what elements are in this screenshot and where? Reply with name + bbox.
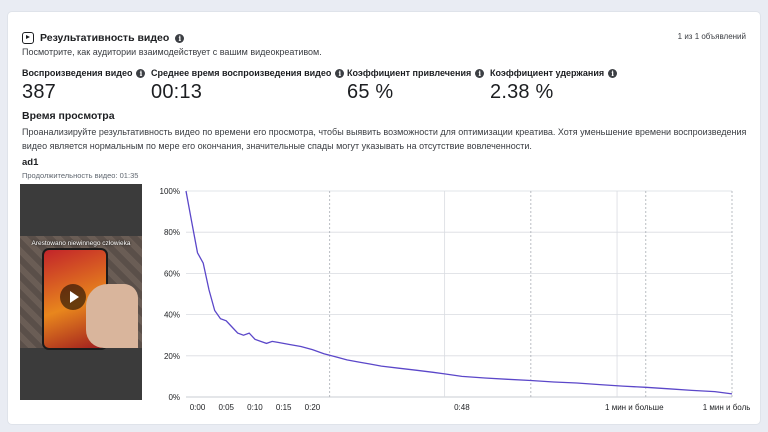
data-point[interactable]	[219, 318, 221, 320]
metric-label: Воспроизведения видео	[22, 68, 133, 78]
data-point[interactable]	[622, 385, 624, 387]
info-icon[interactable]: i	[475, 68, 485, 78]
data-point[interactable]	[484, 377, 486, 379]
data-point[interactable]	[191, 221, 193, 223]
metric-label: Среднее время воспроизведения видео	[151, 68, 332, 78]
data-point[interactable]	[214, 309, 216, 311]
watch-time-description: Проанализируйте результативность видео п…	[22, 127, 747, 151]
data-point[interactable]	[576, 382, 578, 384]
metric-average-play-time: Среднее время воспроизведения видео i 00:…	[151, 68, 345, 104]
info-icon[interactable]: i	[175, 33, 185, 43]
data-point[interactable]	[254, 338, 256, 340]
card-subtitle: Посмотрите, как аудитории взаимодействуе…	[22, 47, 322, 57]
data-point[interactable]	[507, 378, 509, 380]
data-point[interactable]	[334, 356, 336, 358]
data-point[interactable]	[323, 353, 325, 355]
data-point[interactable]	[311, 348, 313, 350]
video-performance-card: Результативность видео i Посмотрите, как…	[8, 12, 760, 424]
data-point[interactable]	[397, 367, 399, 369]
data-point[interactable]	[248, 332, 250, 334]
x-tick-label: 0:10	[247, 403, 263, 412]
x-tick-label: 0:48	[454, 403, 470, 412]
x-tick-label: 0:00	[190, 403, 206, 412]
metric-label: Коэффициент удержания	[490, 68, 605, 78]
video-thumbnail[interactable]: Arestowano niewinnego człowieka	[20, 184, 142, 400]
card-title: Результативность видео	[40, 32, 170, 44]
y-tick-label: 80%	[164, 228, 180, 237]
data-point[interactable]	[357, 361, 359, 363]
data-point[interactable]	[208, 289, 210, 291]
x-tick-label: 0:15	[276, 403, 292, 412]
data-point[interactable]	[443, 373, 445, 375]
y-tick-label: 20%	[164, 352, 180, 361]
play-icon[interactable]	[60, 284, 86, 310]
y-tick-label: 60%	[164, 269, 180, 278]
metric-value: 00:13	[151, 81, 203, 103]
metric-label: Коэффициент привлечения	[347, 68, 472, 78]
data-point[interactable]	[369, 363, 371, 365]
data-point[interactable]	[271, 340, 273, 342]
info-icon[interactable]: i	[608, 68, 618, 78]
data-point[interactable]	[668, 388, 670, 390]
watch-time-chart: 100% 80% 60% 40% 20% 0% 0:00 0:05 0:10 0:15 0:20 0…	[160, 188, 750, 412]
data-point[interactable]	[432, 371, 434, 373]
data-point[interactable]	[461, 375, 463, 377]
data-point[interactable]	[645, 386, 647, 388]
data-point[interactable]	[288, 343, 290, 345]
data-point[interactable]	[346, 359, 348, 361]
data-point[interactable]	[185, 190, 187, 192]
hand-in-thumbnail	[86, 284, 138, 348]
data-point[interactable]	[260, 340, 262, 342]
metric-video-plays: Воспроизведения видео i 387	[22, 68, 146, 104]
metric-retention-rate: Коэффициент удержания i 2.38 %	[490, 68, 618, 104]
data-point[interactable]	[231, 326, 233, 328]
info-icon[interactable]: i	[136, 68, 146, 78]
retention-line	[185, 190, 733, 395]
data-point[interactable]	[242, 334, 244, 336]
x-tick-label: 0:20	[305, 403, 321, 412]
y-tick-label: 40%	[164, 311, 180, 320]
data-point[interactable]	[530, 379, 532, 381]
data-point[interactable]	[691, 389, 693, 391]
metric-hook-rate: Коэффициент привлечения i 65 %	[347, 68, 485, 104]
watch-time-title: Время просмотра	[22, 110, 115, 122]
data-point[interactable]	[553, 381, 555, 383]
video-reel-icon	[22, 32, 34, 44]
data-point[interactable]	[300, 345, 302, 347]
data-point[interactable]	[599, 383, 601, 385]
data-point[interactable]	[202, 262, 204, 264]
thumbnail-caption: Arestowano niewinnego człowieka	[31, 240, 131, 247]
card-header: Результативность видео i	[22, 32, 185, 44]
data-point[interactable]	[265, 342, 267, 344]
y-tick-label: 100%	[160, 188, 180, 196]
metric-value: 2.38 %	[490, 81, 554, 103]
data-point[interactable]	[225, 320, 227, 322]
data-point[interactable]	[196, 252, 198, 254]
x-tick-label: 1 мин и больше	[605, 403, 664, 412]
ad-name: ad1	[22, 157, 39, 168]
video-duration: Продолжительность видео: 01:35	[22, 171, 139, 180]
data-point[interactable]	[237, 332, 239, 334]
data-point[interactable]	[731, 393, 733, 395]
info-icon[interactable]: i	[335, 68, 345, 78]
data-point[interactable]	[714, 390, 716, 392]
data-point[interactable]	[415, 369, 417, 371]
metric-value: 65 %	[347, 81, 394, 103]
x-tick-label: 0:05	[218, 403, 234, 412]
ads-pager[interactable]: 1 из 1 объявлений	[677, 32, 746, 41]
metric-value: 387	[22, 81, 56, 103]
x-tick-label: 1 мин и больше	[703, 403, 750, 412]
y-tick-label: 0%	[168, 393, 180, 402]
data-point[interactable]	[277, 341, 279, 343]
data-point[interactable]	[380, 365, 382, 367]
